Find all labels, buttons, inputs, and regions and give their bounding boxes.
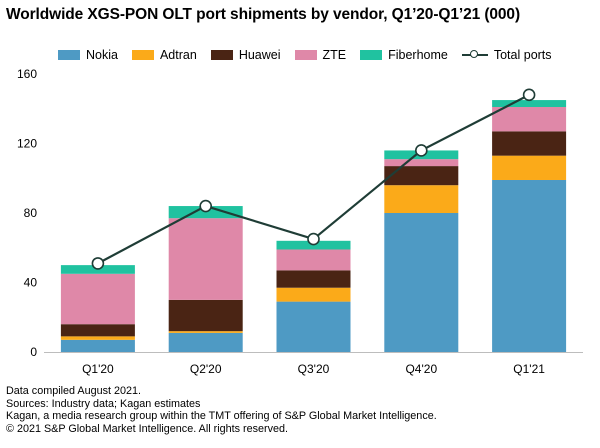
chart-title: Worldwide XGS-PON OLT port shipments by … <box>6 6 521 23</box>
bar-adtran-2 <box>276 287 351 302</box>
x-tick-label: Q1'20 <box>82 362 114 376</box>
footer-line-data-compiled: Data compiled August 2021. <box>6 385 142 397</box>
y-tick-label: 160 <box>17 67 37 81</box>
legend-swatch-zte <box>294 50 317 60</box>
footer-line-sources: Sources: Industry data; Kagan estimates <box>6 397 201 410</box>
footer-notes: Data compiled August 2021. Sources: Indu… <box>6 385 437 436</box>
x-tick-label: Q2'20 <box>190 362 222 376</box>
legend-item-adtran: Adtran <box>131 48 197 62</box>
total-ports-point <box>414 144 428 157</box>
legend-item-fiberhome: Fiberhome <box>360 48 448 62</box>
legend-label-huawei: Huawei <box>238 48 281 62</box>
y-tick-label: 80 <box>24 206 38 220</box>
x-tick-label: Q4'20 <box>405 362 437 376</box>
y-tick-label: 40 <box>24 276 38 290</box>
total-ports-point <box>199 199 212 213</box>
legend-swatch-adtran <box>131 50 154 60</box>
bar-huawei-2 <box>276 270 351 288</box>
legend-item-zte: ZTE <box>294 48 347 62</box>
bar-adtran-3 <box>384 185 459 213</box>
x-tick-label: Q3'20 <box>298 362 330 376</box>
footer-line-kagan: Kagan, a media research group within the… <box>6 410 437 423</box>
x-tick-label: Q1'21 <box>513 362 545 376</box>
legend-swatch-huawei <box>210 50 233 60</box>
y-tick-label: 0 <box>30 345 37 359</box>
legend-item-nokia: Nokia <box>58 48 118 62</box>
legend-line-swatch <box>461 49 488 61</box>
bar-nokia-2 <box>276 301 351 352</box>
legend-label-total-ports: Total ports <box>493 48 552 62</box>
legend-item-huawei: Huawei <box>210 48 281 62</box>
legend-swatch-nokia <box>58 50 80 60</box>
bar-nokia-3 <box>384 213 459 352</box>
footer-line-copyright: © 2021 S&P Global Market Intelligence. A… <box>6 423 289 436</box>
y-tick-label: 120 <box>17 137 37 151</box>
legend-label-adtran: Adtran <box>159 48 197 62</box>
total-ports-point <box>522 88 536 102</box>
total-ports-point <box>91 257 105 270</box>
bar-huawei-3 <box>384 166 459 186</box>
bar-zte-1 <box>168 218 243 300</box>
legend-item-total-ports: Total ports <box>461 48 552 62</box>
bar-adtran-0 <box>60 336 135 340</box>
chart-legend: Nokia Adtran Huawei ZTE Fiberhome Total … <box>58 48 566 62</box>
bar-adtran-1 <box>168 331 243 333</box>
legend-label-fiberhome: Fiberhome <box>388 48 448 62</box>
bar-zte-4 <box>492 107 567 132</box>
legend-label-zte: ZTE <box>322 48 347 62</box>
bar-huawei-0 <box>60 324 135 337</box>
bar-nokia-1 <box>168 332 243 352</box>
bar-adtran-4 <box>492 155 567 180</box>
bar-zte-0 <box>60 273 135 325</box>
bar-huawei-4 <box>492 131 567 156</box>
bar-fiberhome-4 <box>492 100 567 108</box>
bar-huawei-1 <box>168 299 243 332</box>
bar-nokia-0 <box>60 339 135 352</box>
bar-zte-3 <box>384 159 459 167</box>
bar-zte-2 <box>276 249 351 271</box>
bar-nokia-4 <box>492 179 567 352</box>
total-ports-point <box>307 232 320 246</box>
legend-swatch-fiberhome <box>360 50 383 60</box>
legend-label-nokia: Nokia <box>86 48 118 62</box>
